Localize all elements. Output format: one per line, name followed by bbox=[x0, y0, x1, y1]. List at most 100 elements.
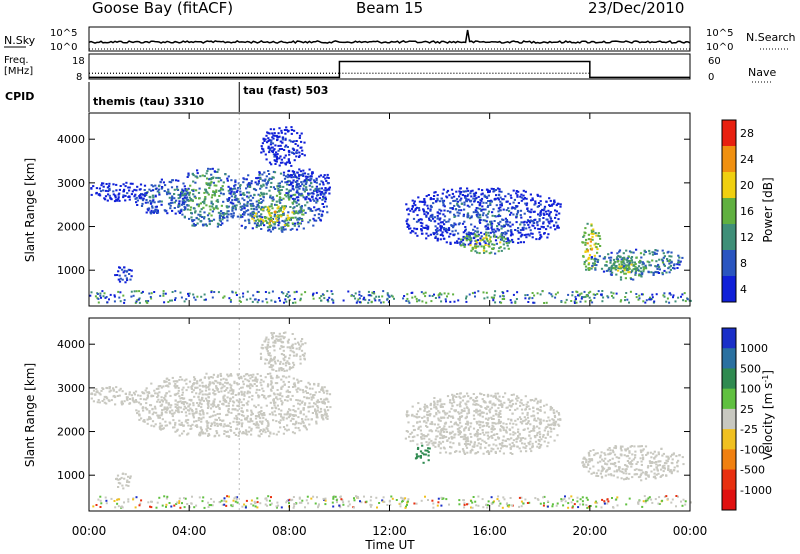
scatter-cell bbox=[297, 203, 301, 206]
scatter-cell bbox=[142, 398, 146, 401]
scatter-cell bbox=[316, 405, 319, 408]
scatter-cell bbox=[184, 188, 187, 190]
scatter-cell bbox=[258, 171, 261, 174]
scatter-cell bbox=[260, 410, 263, 412]
scatter-cell bbox=[199, 213, 202, 216]
scatter-cell bbox=[291, 170, 294, 173]
scatter-cell bbox=[284, 222, 287, 225]
ground-scatter-cell bbox=[274, 301, 277, 303]
ground-scatter-cell bbox=[501, 298, 504, 300]
scatter-cell bbox=[321, 181, 325, 184]
scatter-cell bbox=[174, 399, 177, 402]
scatter-cell bbox=[417, 196, 420, 199]
scatter-cell bbox=[112, 190, 115, 193]
scatter-cell bbox=[454, 421, 457, 424]
scatter-cell bbox=[302, 187, 305, 190]
scatter-cell bbox=[237, 405, 240, 407]
scatter-cell bbox=[261, 347, 264, 349]
scatter-cell bbox=[548, 419, 551, 422]
nave-label: Nave bbox=[748, 66, 776, 79]
scatter-cell bbox=[292, 176, 295, 179]
scatter-cell bbox=[598, 255, 601, 258]
scatter-cell bbox=[456, 242, 459, 244]
scatter-cell bbox=[118, 199, 121, 202]
scatter-cell bbox=[454, 229, 457, 232]
scatter-cell bbox=[292, 409, 295, 411]
scatter-cell bbox=[630, 259, 633, 262]
scatter-cell bbox=[234, 180, 237, 183]
ground-scatter-cell bbox=[326, 290, 329, 293]
scatter-cell bbox=[466, 438, 469, 440]
scatter-cell bbox=[273, 134, 276, 137]
scatter-cell bbox=[467, 421, 470, 424]
scatter-cell bbox=[267, 170, 270, 172]
ground-scatter-cell bbox=[283, 301, 285, 304]
scatter-cell bbox=[250, 413, 253, 416]
scatter-cell bbox=[190, 408, 193, 411]
scatter-cell bbox=[480, 199, 483, 202]
scatter-cell bbox=[479, 426, 482, 429]
scatter-cell bbox=[520, 221, 523, 224]
scatter-cell bbox=[280, 400, 283, 402]
scatter-cell bbox=[477, 245, 480, 248]
scatter-cell bbox=[246, 200, 249, 203]
scatter-cell bbox=[485, 238, 488, 241]
ground-scatter-cell bbox=[187, 294, 190, 297]
scatter-cell bbox=[195, 424, 198, 427]
ground-scatter-cell bbox=[387, 294, 390, 297]
scatter-cell bbox=[304, 211, 307, 214]
scatter-cell bbox=[148, 188, 151, 191]
scatter-cell bbox=[538, 228, 542, 230]
scatter-cell bbox=[286, 360, 289, 363]
scatter-cell bbox=[287, 159, 290, 162]
scatter-cell bbox=[125, 397, 129, 400]
scatter-cell bbox=[276, 404, 279, 407]
scatter-cell bbox=[291, 394, 294, 397]
scatter-cell bbox=[272, 419, 275, 422]
scatter-cell bbox=[180, 411, 183, 413]
scatter-cell bbox=[468, 443, 471, 446]
scatter-cell bbox=[300, 349, 304, 352]
scatter-cell bbox=[300, 140, 303, 143]
scatter-cell bbox=[201, 393, 204, 396]
scatter-cell bbox=[271, 385, 274, 388]
scatter-cell bbox=[212, 373, 215, 376]
scatter-cell bbox=[278, 182, 281, 185]
scatter-cell bbox=[249, 204, 253, 207]
scatter-cell bbox=[221, 222, 224, 225]
scatter-cell bbox=[215, 200, 218, 203]
ground-scatter-cell bbox=[280, 291, 283, 294]
scatter-cell bbox=[192, 222, 195, 225]
scatter-cell bbox=[537, 439, 540, 441]
scatter-cell bbox=[184, 192, 187, 195]
scatter-cell bbox=[128, 273, 131, 275]
scatter-cell bbox=[171, 209, 174, 212]
scatter-cell bbox=[185, 197, 188, 200]
scatter-cell bbox=[240, 224, 243, 227]
scatter-cell bbox=[451, 207, 454, 210]
scatter-cell bbox=[226, 219, 229, 222]
scatter-cell bbox=[168, 379, 171, 382]
scatter-cell bbox=[639, 270, 642, 273]
scatter-cell bbox=[282, 368, 285, 371]
scatter-cell bbox=[181, 213, 184, 216]
scatter-cell bbox=[678, 256, 681, 259]
scatter-cell bbox=[283, 156, 286, 159]
scatter-cell bbox=[436, 199, 439, 202]
ground-scatter-cell bbox=[680, 295, 682, 298]
scatter-cell bbox=[627, 256, 630, 258]
scatter-cell bbox=[287, 129, 290, 132]
ground-scatter-cell bbox=[554, 296, 557, 299]
scatter-cell bbox=[263, 140, 266, 142]
ground-scatter-cell bbox=[447, 292, 450, 295]
scatter-cell bbox=[117, 270, 120, 273]
ground-scatter-cell bbox=[536, 292, 539, 295]
scatter-cell bbox=[229, 400, 232, 403]
scatter-cell bbox=[521, 233, 524, 236]
scatter-cell bbox=[326, 182, 329, 185]
scatter-cell bbox=[487, 417, 490, 420]
scatter-cell bbox=[247, 430, 250, 433]
scatter-cell bbox=[289, 196, 292, 199]
scatter-cell bbox=[318, 411, 321, 414]
scatter-cell bbox=[502, 427, 505, 430]
